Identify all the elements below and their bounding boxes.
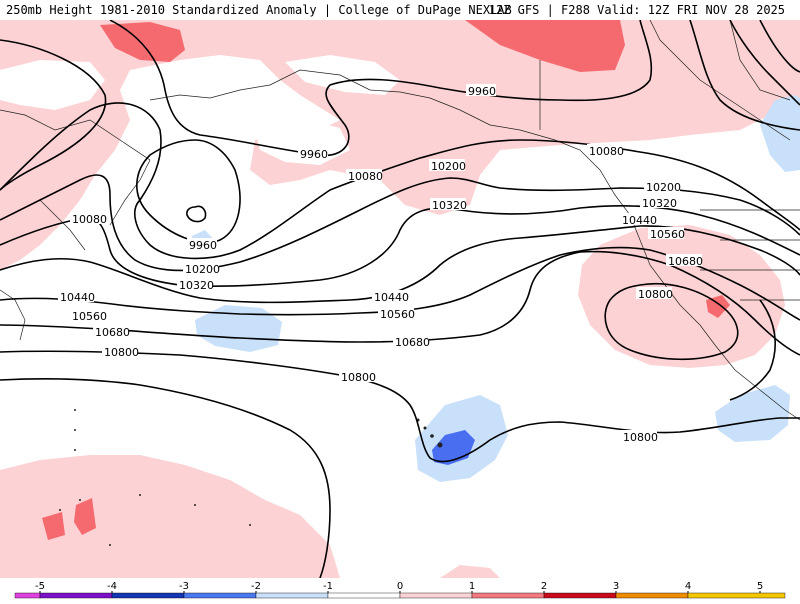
colorbar-tick-label: 1: [469, 581, 475, 592]
colorbar-swatch: [615, 592, 689, 599]
contour-label: 10320: [642, 197, 677, 210]
contour-10800-high: [604, 282, 739, 361]
contour-10920-south: [0, 378, 331, 578]
colorbar-swatch: [399, 592, 473, 599]
colorbar-swatch: [255, 592, 329, 599]
contour-10800: [0, 350, 800, 463]
contour-label: 10800: [341, 371, 376, 384]
contour-label: 10440: [374, 291, 409, 304]
colorbar-tick-label: 3: [613, 581, 619, 592]
contour-10800-east: [729, 299, 776, 401]
colorbar-swatch: [111, 592, 185, 599]
colorbar-tick-label: -1: [323, 581, 333, 592]
contour-9960-low: [136, 139, 241, 244]
contour-label: 10440: [622, 214, 657, 227]
contour-label: 10800: [104, 346, 139, 359]
model-valid-time: 12Z GFS | F288 Valid: 12Z FRI NOV 28 202…: [488, 3, 785, 17]
colorbar-tick-label: -3: [179, 581, 189, 592]
colorbar-swatch: [183, 592, 257, 599]
contour-label: 10680: [95, 326, 130, 339]
contour-10440: [0, 225, 800, 304]
contour-northeast-3: [759, 20, 800, 73]
contour-label: 10080: [589, 145, 624, 158]
colorbar-tick-label: 2: [541, 581, 547, 592]
contour-10080: [0, 102, 800, 260]
contour-label: 10080: [348, 170, 383, 183]
contour-northeast-1: [689, 20, 800, 131]
contour-label: 10320: [179, 279, 214, 292]
contour-10680: [0, 250, 800, 356]
colorbar-swatch: [471, 592, 545, 599]
contour-label: 10560: [380, 308, 415, 321]
contour-label: 10680: [395, 336, 430, 349]
contour-label: 10560: [650, 228, 685, 241]
contour-label: 10200: [185, 263, 220, 276]
colorbar-swatch: [39, 592, 113, 599]
contour-9960-polar: [0, 39, 107, 191]
colorbar-tick-label: 5: [757, 581, 763, 592]
colorbar-tick-label: -5: [35, 581, 45, 592]
colorbar-swatch: [327, 592, 401, 599]
contour-labels: 9960 9960 9960 10080 10080 10080 10200 1…: [58, 84, 703, 444]
contour-label: 9960: [300, 148, 328, 161]
map-header: 250mb Height 1981-2010 Standardized Anom…: [0, 0, 800, 20]
map-title: 250mb Height 1981-2010 Standardized Anom…: [6, 3, 512, 17]
anomaly-north-pacific: [0, 20, 800, 270]
pacific-islands: [59, 409, 251, 546]
contour-9960-center: [186, 205, 207, 223]
contour-label: 10200: [431, 160, 466, 173]
contour-label: 10680: [668, 255, 703, 268]
contour-label: 9960: [189, 239, 217, 252]
colorbar-swatch: [543, 592, 617, 599]
contour-label: 10800: [623, 431, 658, 444]
anomaly-colorbar: -5 -4 -3 -2 -1 0 1 2 3 4 5: [0, 578, 800, 600]
anomaly-map: 9960 9960 9960 10080 10080 10080 10200 1…: [0, 20, 800, 578]
contour-label: 10080: [72, 213, 107, 226]
contour-label: 10320: [432, 199, 467, 212]
contour-label: 10200: [646, 181, 681, 194]
colorbar-tick-label: -2: [251, 581, 261, 592]
contour-label: 9960: [468, 85, 496, 98]
coastlines: [0, 20, 800, 421]
contour-9960-gulf: [109, 20, 653, 156]
strong-positive-anomaly: [42, 20, 730, 540]
contour-label: 10560: [72, 310, 107, 323]
anomaly-westcoast-ridge: [578, 225, 785, 368]
colorbar-tick-label: 4: [685, 581, 691, 592]
contour-10560: [0, 246, 800, 321]
anomaly-south-spot: [440, 565, 500, 578]
colorbar-swatch: [14, 592, 41, 599]
colorbar-tick-label: -4: [107, 581, 117, 592]
colorbar-swatch: [687, 592, 786, 599]
contour-label: 10440: [60, 291, 95, 304]
contour-northeast-2: [729, 20, 800, 106]
positive-anomaly-shading: [0, 20, 800, 578]
anomaly-southwest-pacific: [0, 455, 340, 578]
colorbar-tick-label: 0: [397, 581, 403, 592]
contour-label: 10800: [638, 288, 673, 301]
